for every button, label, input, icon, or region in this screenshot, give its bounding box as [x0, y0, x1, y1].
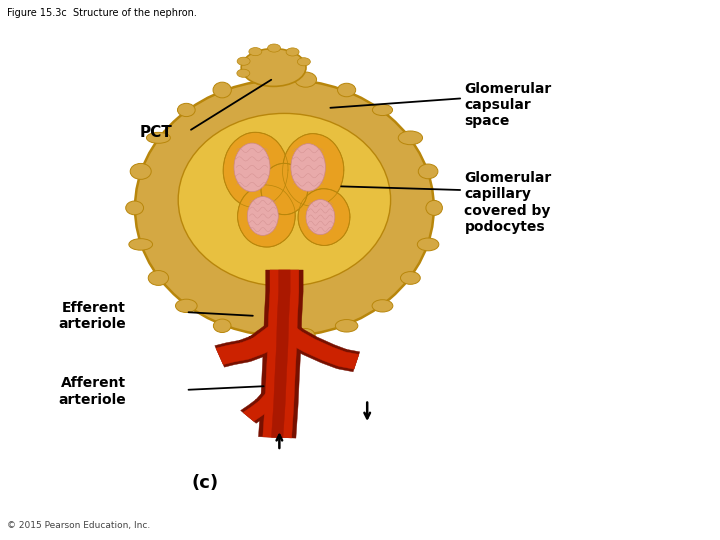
Ellipse shape	[176, 299, 197, 313]
Ellipse shape	[400, 272, 420, 285]
Ellipse shape	[241, 49, 306, 86]
Ellipse shape	[148, 271, 168, 286]
Polygon shape	[240, 384, 289, 423]
Ellipse shape	[298, 189, 350, 246]
Ellipse shape	[135, 79, 434, 336]
Ellipse shape	[146, 132, 171, 143]
Ellipse shape	[237, 69, 250, 77]
Ellipse shape	[338, 83, 356, 97]
Ellipse shape	[213, 82, 231, 98]
Polygon shape	[275, 322, 360, 372]
Text: Glomerular
capillary
covered by
podocytes: Glomerular capillary covered by podocyte…	[464, 171, 552, 234]
Text: © 2015 Pearson Education, Inc.: © 2015 Pearson Education, Inc.	[7, 521, 150, 530]
Polygon shape	[263, 270, 299, 438]
Ellipse shape	[268, 44, 281, 52]
Text: (c): (c)	[192, 474, 219, 492]
Ellipse shape	[126, 201, 143, 215]
Ellipse shape	[179, 113, 391, 286]
Ellipse shape	[178, 103, 195, 117]
Text: Glomerular
capsular
space: Glomerular capsular space	[464, 82, 552, 129]
Polygon shape	[271, 270, 290, 437]
Text: PCT: PCT	[140, 125, 173, 140]
Ellipse shape	[248, 197, 279, 235]
Polygon shape	[258, 270, 303, 438]
Ellipse shape	[418, 164, 438, 179]
Polygon shape	[243, 386, 286, 421]
Ellipse shape	[223, 132, 288, 208]
Ellipse shape	[130, 164, 151, 179]
Ellipse shape	[291, 144, 325, 191]
Ellipse shape	[297, 58, 310, 66]
Ellipse shape	[237, 57, 250, 65]
Ellipse shape	[129, 239, 153, 250]
Ellipse shape	[296, 328, 315, 344]
Ellipse shape	[426, 200, 442, 215]
Ellipse shape	[282, 133, 344, 206]
Text: Afferent
arteriole: Afferent arteriole	[58, 376, 126, 407]
Polygon shape	[277, 324, 359, 369]
Ellipse shape	[213, 319, 231, 333]
Ellipse shape	[253, 329, 273, 343]
Ellipse shape	[306, 200, 335, 235]
Ellipse shape	[295, 72, 317, 87]
Ellipse shape	[286, 48, 299, 56]
Ellipse shape	[398, 131, 423, 145]
Ellipse shape	[336, 320, 358, 332]
Ellipse shape	[253, 74, 273, 85]
Polygon shape	[215, 321, 292, 367]
Ellipse shape	[372, 300, 393, 312]
Ellipse shape	[234, 143, 270, 192]
Text: Efferent
arteriole: Efferent arteriole	[58, 301, 126, 331]
Ellipse shape	[418, 238, 439, 251]
Ellipse shape	[249, 48, 262, 56]
Ellipse shape	[238, 185, 295, 247]
Ellipse shape	[372, 104, 392, 116]
Ellipse shape	[261, 163, 308, 214]
Polygon shape	[216, 323, 289, 364]
Text: Figure 15.3c  Structure of the nephron.: Figure 15.3c Structure of the nephron.	[7, 8, 197, 18]
